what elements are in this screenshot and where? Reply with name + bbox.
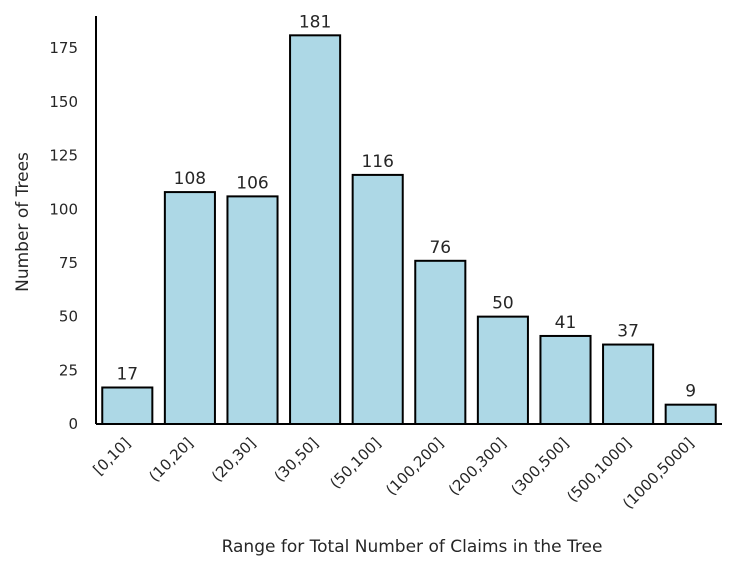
y-tick-label: 75 [59,254,78,272]
y-tick-label: 0 [68,415,78,433]
y-tick-label: 25 [59,361,78,379]
x-tick-label: (30,50] [271,434,322,485]
bar [101,386,154,426]
bar-value-label: 9 [685,382,696,402]
bar-value-label: 108 [174,169,206,189]
bar [602,343,655,425]
bar [664,403,717,425]
bar-value-label: 106 [236,173,268,193]
y-axis-ticks: 0 25 50 75 100 125 150 175 [49,39,78,433]
bar-value-label: 116 [361,152,393,172]
bar-value-label: 41 [555,313,577,333]
bar [476,315,529,426]
bar [539,334,592,425]
bars [101,34,717,426]
y-tick-label: 50 [59,308,78,326]
x-tick-label: (300,500] [507,434,572,499]
bar-value-label: 76 [429,238,451,258]
y-tick-label: 150 [49,93,78,111]
x-axis-ticks: [0,10] (10,20] (20,30] (30,50] (50,100](100,… [90,434,698,512]
bar [289,34,342,425]
y-tick-label: 100 [49,200,78,218]
x-tick-label: (20,30] [208,434,259,485]
bar-value-label: 181 [299,12,331,32]
bar-value-label: 17 [116,364,138,384]
x-tick-label: (200,300] [445,434,510,499]
y-axis-title: Number of Trees [13,152,33,292]
data-labels: 17 108 106 181 116 76 50 41 37 9 [116,12,696,401]
x-tick-label: (10,20] [145,434,196,485]
bar [414,259,467,425]
bar [226,195,279,425]
y-tick-label: 125 [49,147,78,165]
bar-value-label: 50 [492,294,514,314]
bar [163,191,216,425]
x-axis-title: Range for Total Number of Claims in the … [222,537,603,557]
bar [351,173,404,425]
bar-value-label: 37 [617,322,639,342]
x-tick-label: (100,200] [382,434,447,499]
x-tick-label: [0,10] [90,434,135,479]
x-tick-label: (50,100] [326,434,384,492]
y-tick-label: 175 [49,39,78,57]
